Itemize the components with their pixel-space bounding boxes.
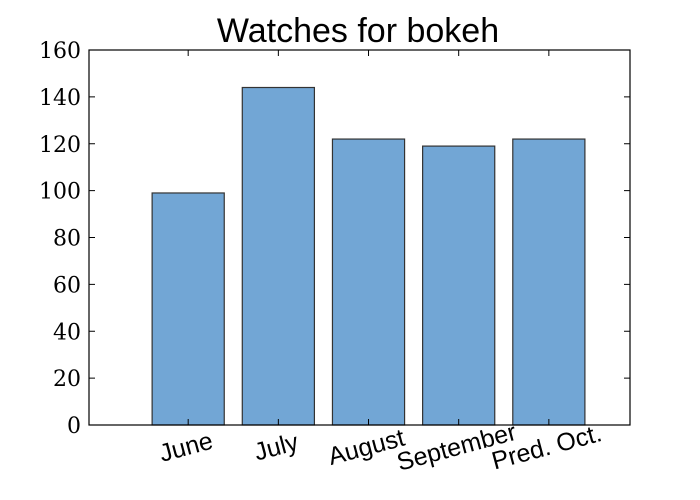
y-tick-label: 120: [39, 133, 81, 158]
bar-july: [241, 86, 316, 426]
y-tick-label: 0: [67, 414, 81, 439]
x-tick-label: June: [156, 427, 216, 468]
y-tick-label: 40: [53, 320, 81, 345]
bar-june: [151, 192, 225, 426]
bar-august: [331, 138, 406, 426]
y-tick-label: 140: [39, 86, 81, 111]
bar-september: [422, 145, 496, 426]
bar-pred-oct: [512, 138, 586, 426]
x-tick-label: July: [251, 428, 302, 467]
chart-title: Watches for bokeh: [217, 12, 499, 50]
y-tick-label: 20: [53, 367, 81, 392]
bars-group: [151, 86, 586, 426]
y-tick-label: 160: [39, 39, 81, 64]
y-tick-label: 80: [53, 227, 81, 252]
plot-frame: [88, 49, 631, 426]
y-axis: 0 20 40 60 80 100 120 140 160: [39, 39, 630, 439]
x-tick-label: August: [325, 424, 407, 471]
y-tick-label: 100: [39, 180, 81, 205]
y-tick-label: 60: [53, 273, 81, 298]
